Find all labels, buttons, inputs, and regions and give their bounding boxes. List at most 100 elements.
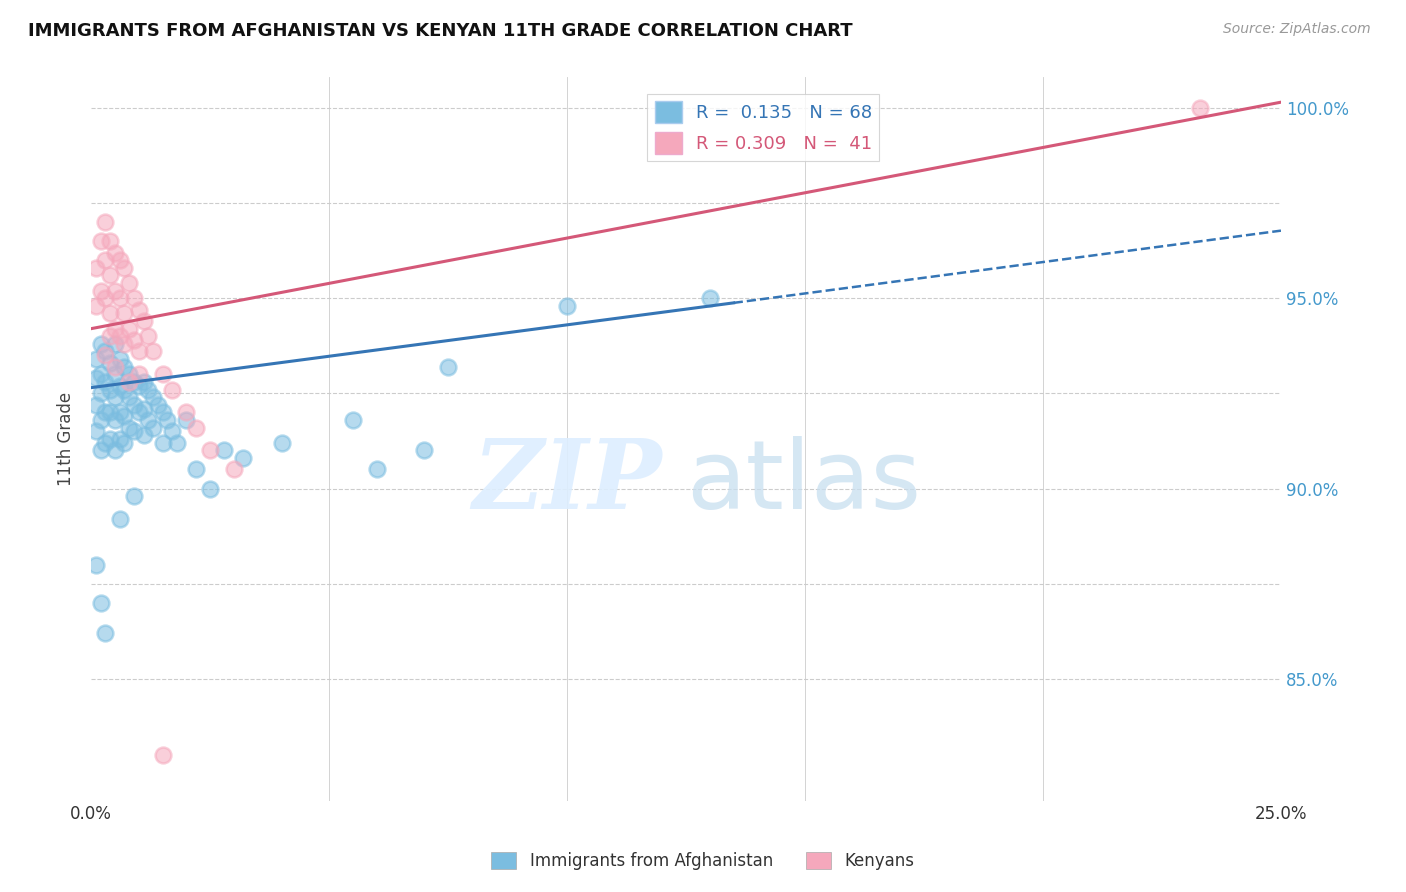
Point [122, 489, 145, 503]
Point [98, 268, 121, 283]
Point [118, 375, 141, 389]
Point [90, 596, 112, 610]
Point [108, 378, 131, 392]
Point [104, 245, 127, 260]
Point [184, 420, 207, 434]
Point [90, 386, 112, 401]
Point [94, 215, 117, 229]
Point [142, 344, 165, 359]
Point [156, 413, 179, 427]
Text: ZIP: ZIP [472, 435, 662, 530]
Point [128, 405, 150, 419]
Point [94, 253, 117, 268]
Point [152, 405, 174, 419]
Point [94, 344, 117, 359]
Point [122, 425, 145, 439]
Point [214, 443, 236, 458]
Text: atlas: atlas [686, 436, 921, 529]
Point [104, 284, 127, 298]
Point [176, 413, 198, 427]
Point [118, 420, 141, 434]
Point [132, 314, 155, 328]
Point [94, 435, 117, 450]
Point [232, 451, 254, 466]
Point [84, 425, 107, 439]
Point [437, 359, 460, 374]
Point [108, 432, 131, 446]
Point [104, 390, 127, 404]
Point [136, 329, 159, 343]
Point [366, 462, 388, 476]
Point [198, 482, 221, 496]
Point [98, 356, 121, 370]
Legend: R =  0.135   N = 68, R = 0.309   N =  41: R = 0.135 N = 68, R = 0.309 N = 41 [647, 94, 879, 161]
Point [413, 443, 436, 458]
Point [108, 352, 131, 367]
Point [98, 432, 121, 446]
Point [118, 276, 141, 290]
Point [128, 302, 150, 317]
Point [184, 462, 207, 476]
Point [555, 299, 578, 313]
Point [90, 368, 112, 382]
Point [114, 435, 136, 450]
Point [94, 405, 117, 419]
Point [94, 626, 117, 640]
Point [84, 299, 107, 313]
Point [114, 337, 136, 351]
Point [128, 344, 150, 359]
Point [104, 443, 127, 458]
Point [342, 413, 364, 427]
Point [142, 390, 165, 404]
Point [104, 321, 127, 335]
Point [90, 234, 112, 248]
Point [94, 348, 117, 362]
Point [84, 352, 107, 367]
Point [160, 383, 183, 397]
Point [132, 375, 155, 389]
Point [84, 260, 107, 275]
Point [122, 291, 145, 305]
Point [152, 747, 174, 762]
Point [108, 405, 131, 419]
Point [118, 390, 141, 404]
Y-axis label: 11th Grade: 11th Grade [58, 392, 75, 486]
Point [136, 413, 159, 427]
Point [84, 398, 107, 412]
Point [122, 398, 145, 412]
Point [114, 409, 136, 424]
Point [90, 337, 112, 351]
Point [108, 291, 131, 305]
Point [142, 420, 165, 434]
Point [136, 383, 159, 397]
Point [94, 291, 117, 305]
Point [90, 443, 112, 458]
Point [98, 329, 121, 343]
Point [122, 375, 145, 389]
Point [104, 413, 127, 427]
Point [166, 435, 188, 450]
Point [176, 405, 198, 419]
Point [104, 359, 127, 374]
Legend: Immigrants from Afghanistan, Kenyans: Immigrants from Afghanistan, Kenyans [485, 845, 921, 877]
Point [152, 368, 174, 382]
Point [699, 291, 721, 305]
Point [98, 234, 121, 248]
Point [104, 337, 127, 351]
Point [114, 383, 136, 397]
Point [146, 398, 169, 412]
Point [108, 329, 131, 343]
Point [152, 435, 174, 450]
Point [118, 321, 141, 335]
Point [84, 558, 107, 572]
Point [128, 368, 150, 382]
Point [270, 435, 292, 450]
Point [98, 306, 121, 320]
Point [98, 383, 121, 397]
Point [118, 368, 141, 382]
Point [122, 333, 145, 347]
Point [104, 368, 127, 382]
Text: Source: ZipAtlas.com: Source: ZipAtlas.com [1223, 22, 1371, 37]
Text: IMMIGRANTS FROM AFGHANISTAN VS KENYAN 11TH GRADE CORRELATION CHART: IMMIGRANTS FROM AFGHANISTAN VS KENYAN 11… [28, 22, 853, 40]
Point [114, 260, 136, 275]
